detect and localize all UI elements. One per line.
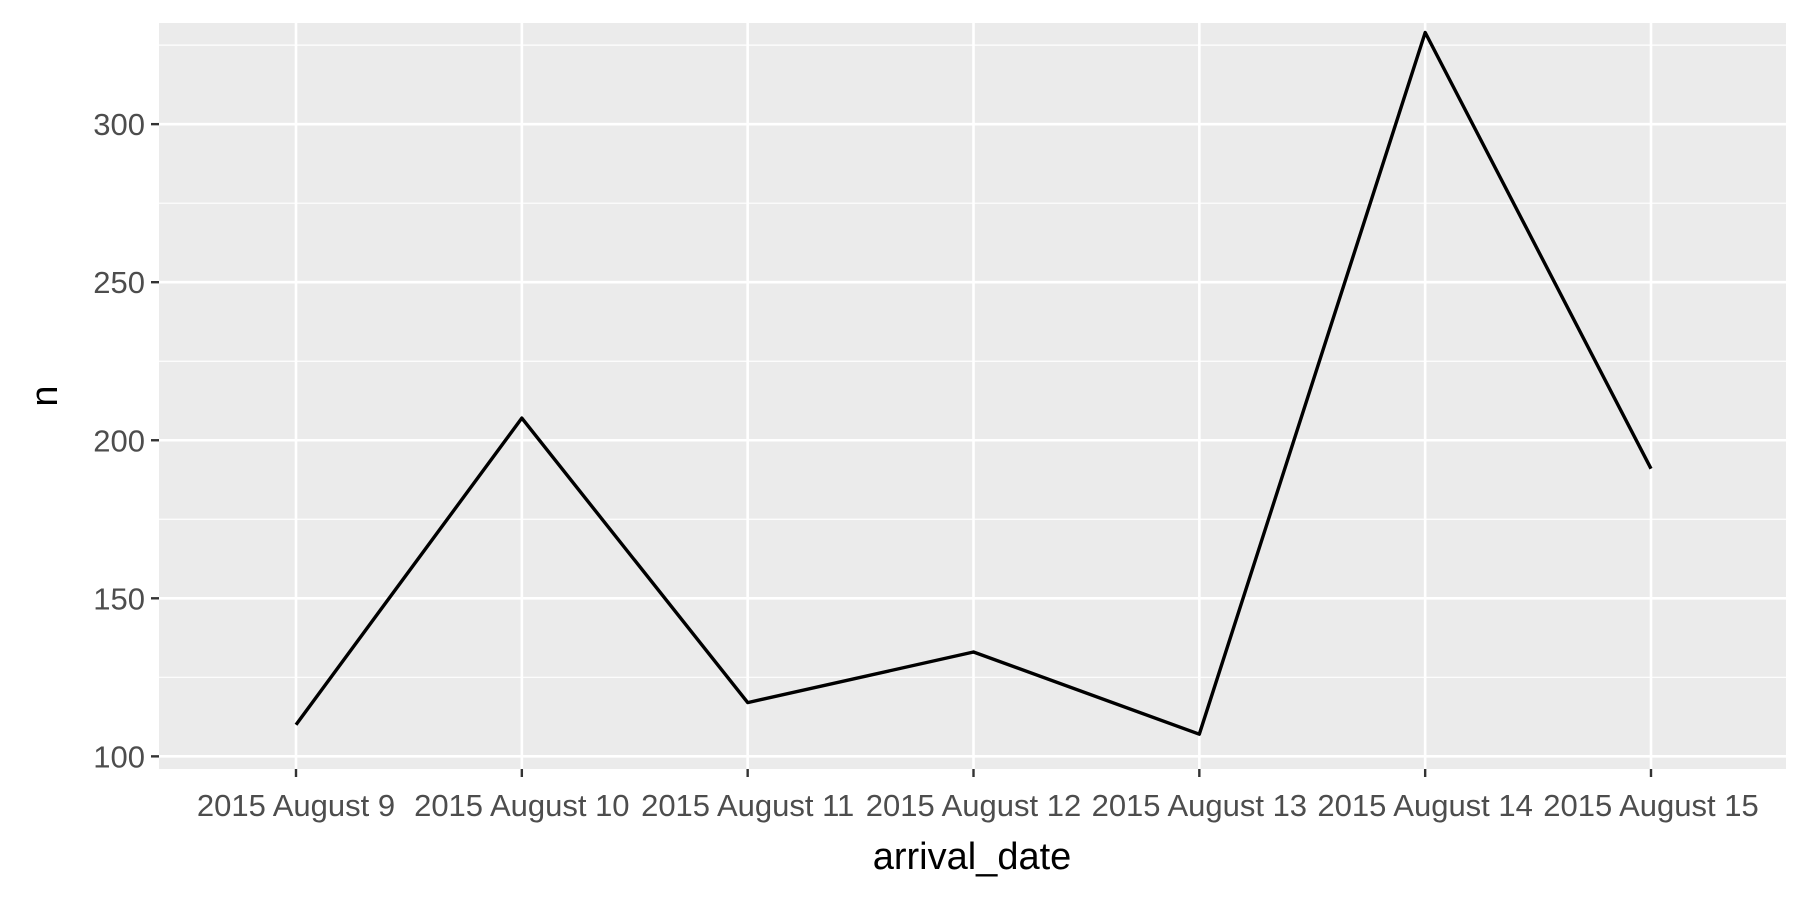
series-layer [294, 30, 1653, 736]
x-axis-title: arrival_date [873, 836, 1072, 878]
x-tick-label: 2015 August 13 [1092, 788, 1307, 823]
y-tick-label: 200 [93, 423, 145, 458]
series-line-n [294, 30, 1653, 736]
y-tick-label: 250 [93, 265, 145, 300]
y-axis-title: n [24, 385, 66, 406]
x-tick-label: 2015 August 10 [414, 788, 629, 823]
y-tick-label: 300 [93, 107, 145, 142]
y-axis: 100 150 200 250 300 [93, 107, 159, 774]
x-tick-label: 2015 August 9 [197, 788, 395, 823]
x-tick-label: 2015 August 12 [866, 788, 1081, 823]
x-tick-label: 2015 August 11 [641, 788, 854, 823]
x-tick-label: 2015 August 14 [1317, 788, 1532, 823]
x-axis: 2015 August 9 2015 August 10 2015 August 1… [197, 769, 1759, 823]
major-gridlines [159, 23, 1786, 769]
x-tick-label: 2015 August 15 [1543, 788, 1758, 823]
y-tick-label: 100 [93, 739, 145, 774]
y-tick-label: 150 [93, 581, 145, 616]
